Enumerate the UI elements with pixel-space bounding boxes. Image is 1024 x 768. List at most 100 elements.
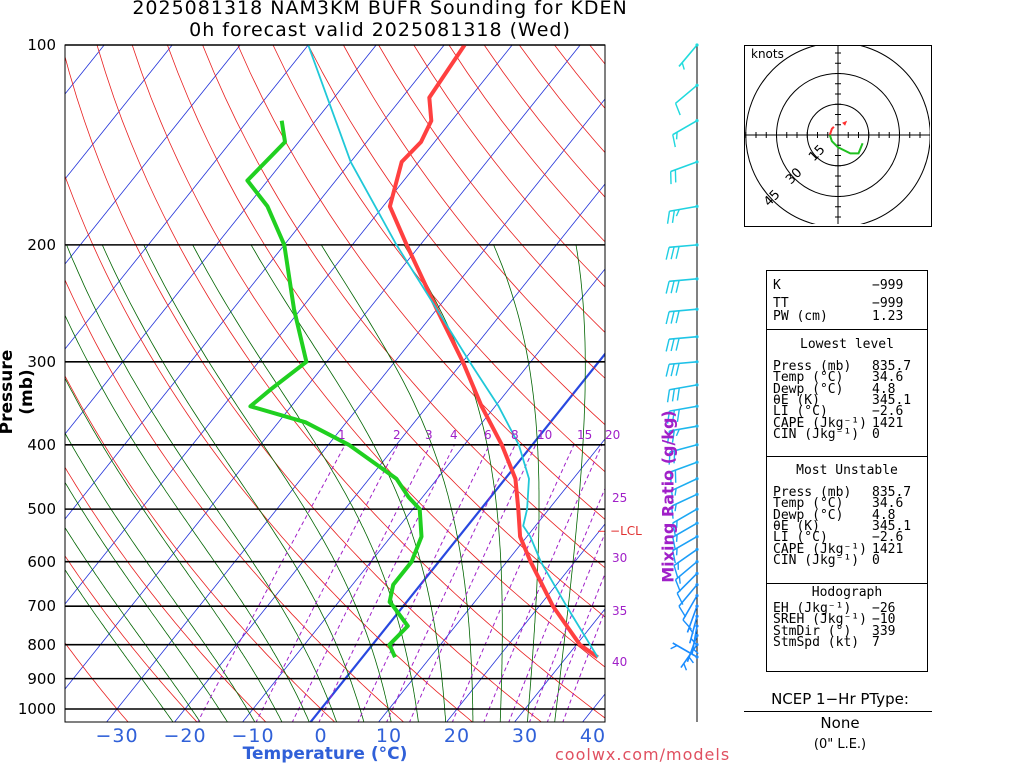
wind-barb-flag: [683, 663, 688, 671]
wind-barb-dot: [695, 383, 699, 387]
mixing-ratio-tick-label: 2: [393, 428, 401, 442]
index-key: LI (°C): [773, 530, 828, 546]
index-value: −2.6: [872, 530, 904, 546]
lcl-label: −LCL: [610, 524, 642, 538]
temperature-tick-label: −30: [95, 725, 139, 747]
isotherm: [65, 45, 241, 265]
wind-barb-flag: [666, 430, 671, 444]
wind-barb-dot: [695, 492, 699, 496]
wind-barb-flag: [673, 450, 676, 464]
ptype-title: NCEP 1−Hr PType:: [771, 690, 909, 708]
wind-barb-shaft: [669, 384, 698, 391]
wind-barb: [674, 83, 699, 116]
wind-barb-flag: [674, 488, 677, 496]
moist-adiabat: [65, 377, 283, 722]
wind-barb: [670, 642, 699, 659]
index-key: EH (Jkg⁻¹): [773, 601, 852, 616]
mixing-ratio-line: [255, 444, 399, 722]
wind-barb: [688, 614, 699, 645]
index-value: 4.8: [872, 507, 896, 523]
mixing-ratio-tick-label: 8: [511, 428, 519, 442]
wind-barb: [673, 547, 699, 578]
wind-barb-flag: [670, 506, 674, 519]
isotherm: [106, 98, 605, 722]
moist-adiabat: [192, 244, 419, 722]
wind-barb: [676, 571, 699, 605]
zero-isotherm: [309, 352, 605, 722]
wind-barb: [670, 477, 699, 504]
wind-barb: [669, 160, 699, 185]
mixing-ratio-tick-label: 15: [577, 428, 593, 442]
temperature-line: [387, 45, 599, 659]
dry-adiabat: [342, 45, 605, 379]
index-key: K: [773, 278, 781, 293]
wind-barb-flag: [670, 644, 678, 650]
index-value: 4.8: [872, 381, 896, 397]
wind-barb-flag: [674, 103, 681, 116]
wind-barb: [665, 307, 699, 325]
dry-adiabat: [65, 174, 474, 722]
indices-panel: K −999 TT −999 PW (cm) 1.23 Lowest level Pr…: [766, 270, 928, 672]
moist-adiabat: [250, 244, 447, 722]
lcl-label-text: LCL: [620, 524, 642, 538]
index-key: CAPE (Jkg⁻¹): [773, 415, 867, 431]
mixing-ratio-tick-label: 6: [484, 428, 492, 442]
temperature-tick-label: 0: [314, 725, 328, 747]
wind-barb-dot: [695, 307, 699, 311]
wind-barb-flag: [688, 656, 694, 664]
wind-barb-flag: [688, 627, 694, 634]
wind-barb-flag: [675, 280, 680, 293]
site-credit[interactable]: coolwx.com/models: [555, 745, 731, 764]
isotherm: [446, 523, 605, 722]
mixing-ratio-tick-label: 3: [425, 428, 433, 442]
wind-barb-flag: [673, 565, 679, 578]
section-title-lowest: Lowest level: [800, 337, 894, 352]
dry-adiabat: [272, 45, 605, 473]
parcel-line: [307, 45, 599, 658]
index-key: LI (°C): [773, 404, 828, 420]
wind-barb-dot: [695, 604, 699, 608]
wind-barb: [672, 119, 699, 148]
mixing-ratio-line: [546, 572, 605, 722]
wind-barb-dot: [695, 204, 699, 208]
mixing-ratio-line: [357, 444, 490, 722]
wind-barb-flag: [670, 363, 675, 377]
temperature-tick-label: 10: [375, 725, 403, 747]
wind-barb: [691, 624, 699, 655]
index-value: −2.6: [872, 404, 904, 420]
moist-adiabat: [403, 244, 503, 722]
wind-barb-dot: [695, 404, 699, 408]
wind-barb-shaft: [669, 205, 698, 213]
wind-barb-flag: [665, 281, 670, 294]
mixing-ratio-tick-label: 1: [338, 428, 346, 442]
pressure-tick-label: 100: [27, 36, 56, 54]
wind-barb-dot: [695, 119, 699, 123]
wind-barb-dot: [695, 614, 699, 618]
wind-barb-flag: [670, 246, 675, 260]
index-value: 835.7: [872, 485, 912, 500]
isotherm: [65, 45, 513, 605]
pressure-tick-label: 300: [27, 352, 56, 371]
index-key: StmSpd (kt): [773, 634, 860, 650]
isotherm: [174, 183, 605, 722]
wind-barb: [665, 277, 699, 294]
index-value: 345.1: [872, 392, 912, 408]
wind-barb-flag: [665, 364, 670, 377]
isotherm: [65, 45, 309, 350]
moist-adiabat: [65, 481, 228, 722]
wind-barb-flag: [675, 338, 680, 351]
moist-adiabat: [65, 526, 201, 722]
isotherm: [65, 45, 377, 435]
wind-barb-flag: [675, 310, 680, 324]
wind-barb: [678, 43, 699, 70]
index-key: CIN (Jkg⁻¹): [773, 552, 860, 568]
wind-barb: [666, 424, 699, 444]
wind-barb-flag: [681, 62, 685, 70]
dewpoint-line: [245, 120, 424, 659]
wind-barb: [665, 360, 699, 377]
wind-barb-dot: [695, 655, 699, 659]
hodograph-ring-label: 15: [806, 142, 829, 165]
wind-barb-shaft: [670, 161, 698, 173]
temperature-tick-label: 20: [443, 725, 471, 747]
